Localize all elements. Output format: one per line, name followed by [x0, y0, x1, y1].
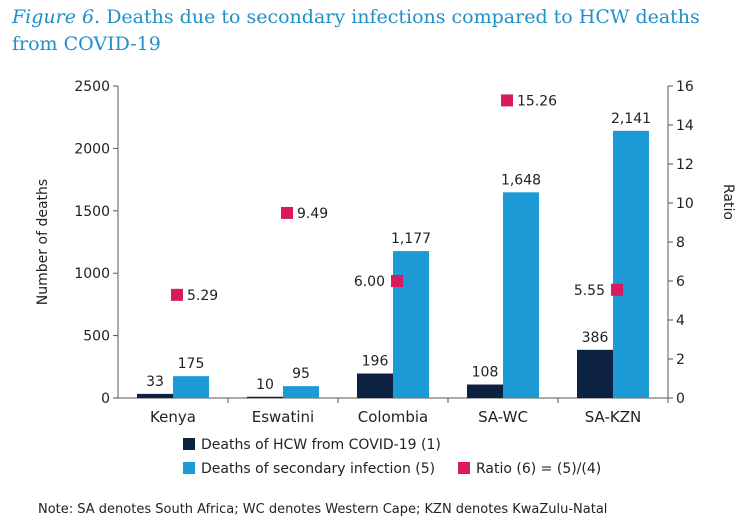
bar-secondary-infection [173, 376, 209, 398]
y-tick-label: 2000 [74, 141, 110, 157]
y-tick-label: 1000 [74, 266, 110, 282]
footnote: Note: SA denotes South Africa; WC denote… [38, 502, 608, 517]
bar-hcw-deaths [137, 393, 173, 398]
legend-label-secondary: Deaths of secondary infection (5) [201, 461, 435, 477]
x-tick-label: Colombia [358, 408, 429, 426]
y2-axis-title: Ratio [720, 184, 736, 220]
x-tick-label: SA-WC [478, 408, 528, 426]
y2-tick-label: 8 [676, 235, 685, 251]
data-label-ratio: 9.49 [297, 206, 328, 222]
data-label-secondary: 175 [178, 356, 205, 372]
ratio-marker [501, 94, 513, 107]
legend-swatch-secondary [183, 462, 195, 474]
legend-swatch-hcw [183, 438, 195, 450]
data-label-hcw: 33 [146, 374, 164, 390]
legend-swatch-ratio [458, 462, 470, 474]
y2-tick-label: 12 [676, 157, 694, 173]
bar-hcw-deaths [577, 349, 613, 398]
x-tick-label: Eswatini [252, 408, 314, 426]
chart-title: Figure 6. Deaths due to secondary infect… [12, 4, 732, 58]
y2-tick-label: 14 [676, 118, 694, 134]
y2-tick-label: 2 [676, 352, 685, 368]
y2-tick-label: 10 [676, 196, 694, 212]
data-label-hcw: 386 [582, 330, 609, 346]
x-tick-label: Kenya [150, 408, 196, 426]
bar-hcw-deaths [247, 396, 283, 398]
data-label-secondary: 1,648 [501, 172, 541, 188]
figure-number: Figure 6. [12, 6, 101, 28]
ratio-marker [281, 206, 293, 219]
data-label-secondary: 2,141 [611, 111, 651, 127]
data-label-ratio: 15.26 [517, 93, 557, 109]
data-label-secondary: 1,177 [391, 231, 431, 247]
ratio-marker [391, 275, 403, 287]
legend-label-ratio: Ratio (6) = (5)/(4) [476, 461, 601, 477]
y-tick-label: 0 [101, 391, 110, 407]
y-tick-label: 1500 [74, 204, 110, 220]
y2-tick-label: 4 [676, 313, 685, 329]
x-tick-label: SA-KZN [585, 408, 641, 426]
y2-tick-label: 0 [676, 391, 685, 407]
data-label-hcw: 108 [472, 365, 499, 381]
ratio-marker [171, 288, 183, 301]
figure-title-text: Deaths due to secondary infections compa… [12, 6, 700, 55]
y-tick-label: 500 [83, 329, 110, 345]
data-label-hcw: 10 [256, 377, 274, 393]
bar-secondary-infection [283, 386, 319, 398]
bar-secondary-infection [613, 130, 649, 398]
data-label-ratio: 5.55 [574, 283, 605, 299]
ratio-marker [611, 283, 623, 296]
y2-tick-label: 6 [676, 274, 685, 290]
data-label-hcw: 196 [362, 354, 389, 370]
bar-secondary-infection [503, 192, 539, 398]
bar-secondary-infection [393, 251, 429, 398]
data-label-ratio: 6.00 [354, 274, 385, 290]
y-tick-label: 2500 [74, 79, 110, 95]
bar-hcw-deaths [357, 373, 393, 398]
y-axis-title: Number of deaths [35, 179, 51, 305]
y2-tick-label: 16 [676, 79, 694, 95]
legend-label-hcw: Deaths of HCW from COVID-19 (1) [201, 437, 441, 453]
data-label-ratio: 5.29 [187, 288, 218, 304]
chart-canvas: 0 500 1000 1500 2000 2500 0 2 4 6 8 10 12 14 16 Number … [35, 79, 736, 477]
data-label-secondary: 95 [292, 366, 310, 382]
bar-hcw-deaths [467, 384, 503, 398]
